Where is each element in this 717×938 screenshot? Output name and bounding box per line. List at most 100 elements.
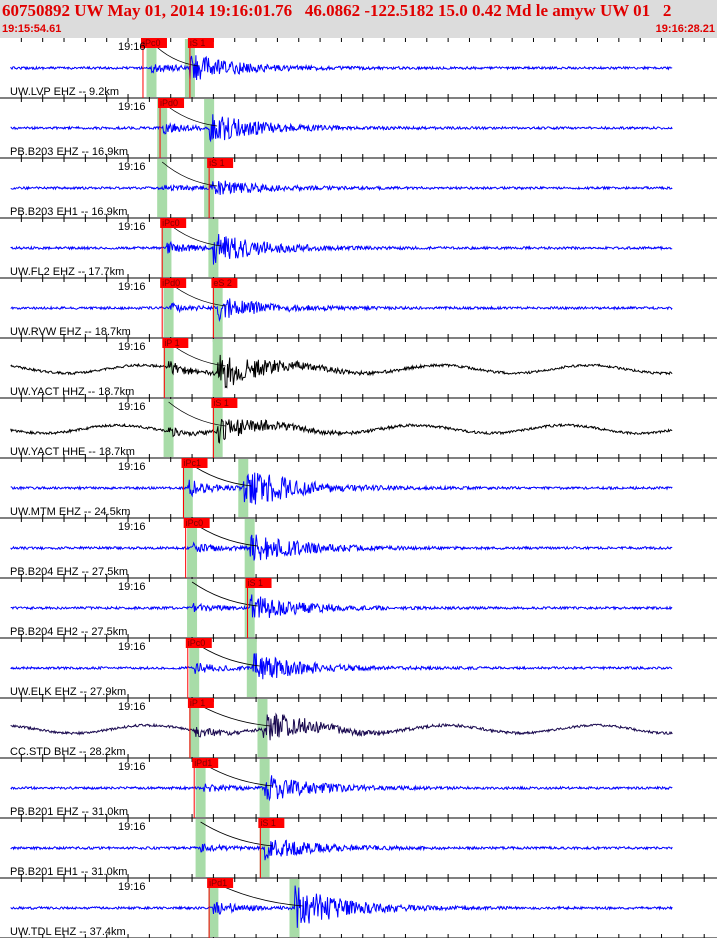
station-label: PB.B203 EH1 -- 16.9km (10, 206, 127, 218)
waveform-trace (10, 354, 673, 389)
p-pick-window (161, 219, 172, 277)
trace-time-label: 19:16 (118, 281, 146, 293)
pick-flag (187, 698, 214, 708)
pick-flag (185, 638, 212, 648)
pick-label: iPd1 (194, 758, 212, 768)
pick-flag (183, 518, 210, 528)
pick-flag (207, 878, 234, 888)
trace-row: iPd1 19:16 PB.B201 EHZ -- 31.0km (0, 758, 717, 819)
pick-label: iPd1 (209, 878, 227, 888)
trace-row: iPc0 19:16 UW.ELK EHZ -- 27.9km (0, 638, 717, 699)
pick-flag (258, 818, 285, 828)
station-label: PB.B201 EH1 -- 31.0km (10, 866, 127, 878)
pick-flag (158, 98, 185, 108)
pick-label: iPd0 (162, 278, 180, 288)
pick-flag (140, 38, 167, 48)
p-pick-window (189, 699, 200, 757)
waveform-trace (10, 712, 673, 741)
waveform-trace (10, 885, 673, 928)
pick-flag (211, 398, 238, 408)
station-label: UW.LVP EHZ -- 9.2km (10, 86, 119, 98)
pick-flag (162, 338, 189, 348)
trace-row: iP 1 19:16 CC.STD BHZ -- 28.2km (0, 698, 717, 759)
p-pick-window (189, 639, 200, 697)
pick-flag (192, 758, 219, 768)
pick-label: iPc1 (184, 458, 202, 468)
trace-time-label: 19:16 (118, 521, 146, 533)
trace-row: iPc1 19:16 UW.MTM EHZ -- 24.5km (0, 458, 717, 519)
trace-time-label: 19:16 (118, 641, 146, 653)
pick-label: iS 1 (209, 158, 225, 168)
station-label: UW.RVW EHZ -- 18.7km (10, 326, 131, 338)
waveform-trace (10, 775, 673, 802)
waveform-trace (10, 55, 673, 81)
waveform-trace (10, 419, 673, 444)
seismogram-panel: iPc0 iS 1 19:16 UW.LVP EHZ -- 9.2km iPd0 19:1… (0, 38, 717, 938)
pick-flag (245, 578, 272, 588)
p-pick-window (204, 99, 215, 157)
pick-flag (160, 278, 187, 288)
trace-row: iPc0 19:16 PB.B204 EHZ -- 27.5km (0, 518, 717, 579)
waveform-trace (10, 472, 673, 505)
trace-row: iPc0 iS 1 19:16 UW.LVP EHZ -- 9.2km (0, 38, 717, 99)
pick-flag (211, 278, 238, 288)
pick-label: iPc0 (143, 38, 161, 48)
trace-row: iPc0 19:16 UW.FL2 EHZ -- 17.7km (0, 218, 717, 279)
station-label: UW.TDL EHZ -- 37.4km (10, 926, 126, 938)
pick-label: iPc0 (186, 518, 204, 528)
trace-row: iS 1 19:16 UW.YACT HHE -- 18.7km (0, 398, 717, 459)
trace-time-label: 19:16 (118, 401, 146, 413)
trace-time-label: 19:16 (118, 41, 146, 53)
trace-time-label: 19:16 (118, 101, 146, 113)
pick-label: iPc0 (162, 218, 180, 228)
p-pick-window (238, 459, 249, 517)
waveform-trace (10, 180, 673, 195)
p-pick-window (244, 579, 255, 637)
waveform-trace (10, 298, 673, 323)
station-label: UW.ELK EHZ -- 27.9km (10, 686, 126, 698)
pick-flag (181, 458, 208, 468)
trace-row: iPd1 19:16 UW.TDL EHZ -- 37.4km (0, 878, 717, 938)
travel-time-curve (161, 161, 218, 187)
station-label: UW.YACT HHE -- 18.7km (10, 446, 135, 458)
station-label: PB.B204 EH2 -- 27.5km (10, 626, 127, 638)
p-pick-window (163, 339, 174, 397)
station-label: UW.YACT HHZ -- 18.7km (10, 386, 134, 398)
waveform-trace (10, 839, 673, 861)
event-title: 60750892 UW May 01, 2014 19:16:01.76 46.… (2, 1, 672, 20)
trace-row: iS 1 19:16 PB.B203 EH1 -- 16.9km (0, 158, 717, 219)
pick-flag (160, 218, 187, 228)
trace-time-label: 19:16 (118, 881, 146, 893)
trace-time-label: 19:16 (118, 161, 146, 173)
pick-label: iP 1 (164, 338, 179, 348)
p-pick-window (182, 459, 193, 517)
trace-time-label: 19:16 (118, 461, 146, 473)
waveform-trace (10, 233, 673, 265)
window-start-time: 19:15:54.61 (2, 23, 62, 35)
travel-time-curve (200, 821, 273, 847)
station-label: UW.FL2 EHZ -- 17.7km (10, 266, 124, 278)
trace-row: iPd0 19:16 PB.B203 EHZ -- 16.9km (0, 98, 717, 159)
station-label: PB.B201 EHZ -- 31.0km (10, 806, 128, 818)
pick-label: iPd0 (160, 98, 178, 108)
trace-time-label: 19:16 (118, 761, 146, 773)
trace-time-label: 19:16 (118, 821, 146, 833)
p-pick-window (187, 519, 198, 577)
p-pick-window (257, 699, 268, 757)
trace-row: iPd0 eS 2 19:16 UW.RVW EHZ -- 18.7km (0, 278, 717, 339)
station-label: UW.MTM EHZ -- 24.5km (10, 506, 130, 518)
p-pick-window (208, 879, 219, 937)
station-label: PB.B203 EHZ -- 16.9km (10, 146, 128, 158)
pick-label: iS 1 (190, 38, 206, 48)
pick-flag (207, 158, 234, 168)
waveform-trace (10, 534, 673, 561)
waveform-trace (10, 114, 673, 143)
trace-row: iP 1 19:16 UW.YACT HHZ -- 18.7km (0, 338, 717, 399)
trace-time-label: 19:16 (118, 221, 146, 233)
pick-label: eS 2 (213, 278, 232, 288)
trace-row: iS 1 19:16 PB.B204 EH2 -- 27.5km (0, 578, 717, 639)
pick-label: iS 1 (248, 578, 264, 588)
pick-label: iPc0 (188, 638, 206, 648)
event-header: 60750892 UW May 01, 2014 19:16:01.76 46.… (0, 0, 717, 38)
pick-label: iS 1 (260, 818, 276, 828)
